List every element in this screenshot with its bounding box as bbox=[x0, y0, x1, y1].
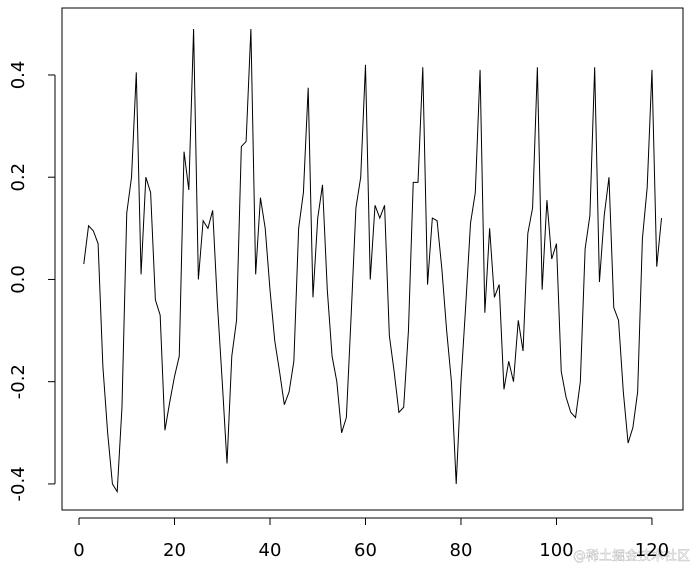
y-tick-label: -0.2 bbox=[8, 364, 29, 399]
x-tick-label: 80 bbox=[450, 540, 473, 561]
plot-box bbox=[61, 7, 684, 511]
watermark: @稀土掘金技术社区 bbox=[573, 548, 690, 564]
x-tick-label: 0 bbox=[73, 540, 84, 561]
x-tick-label: 120 bbox=[635, 540, 669, 561]
x-tick-label: 40 bbox=[259, 540, 282, 561]
x-tick-label: 100 bbox=[539, 540, 573, 561]
y-tick-label: 0.2 bbox=[8, 163, 29, 192]
data-line bbox=[83, 28, 663, 494]
x-tick-label: 60 bbox=[354, 540, 377, 561]
y-tick-label: -0.4 bbox=[8, 466, 29, 501]
y-tick-label: 0.0 bbox=[8, 265, 29, 294]
y-tick-label: 0.4 bbox=[8, 61, 29, 90]
x-tick-label: 20 bbox=[163, 540, 186, 561]
